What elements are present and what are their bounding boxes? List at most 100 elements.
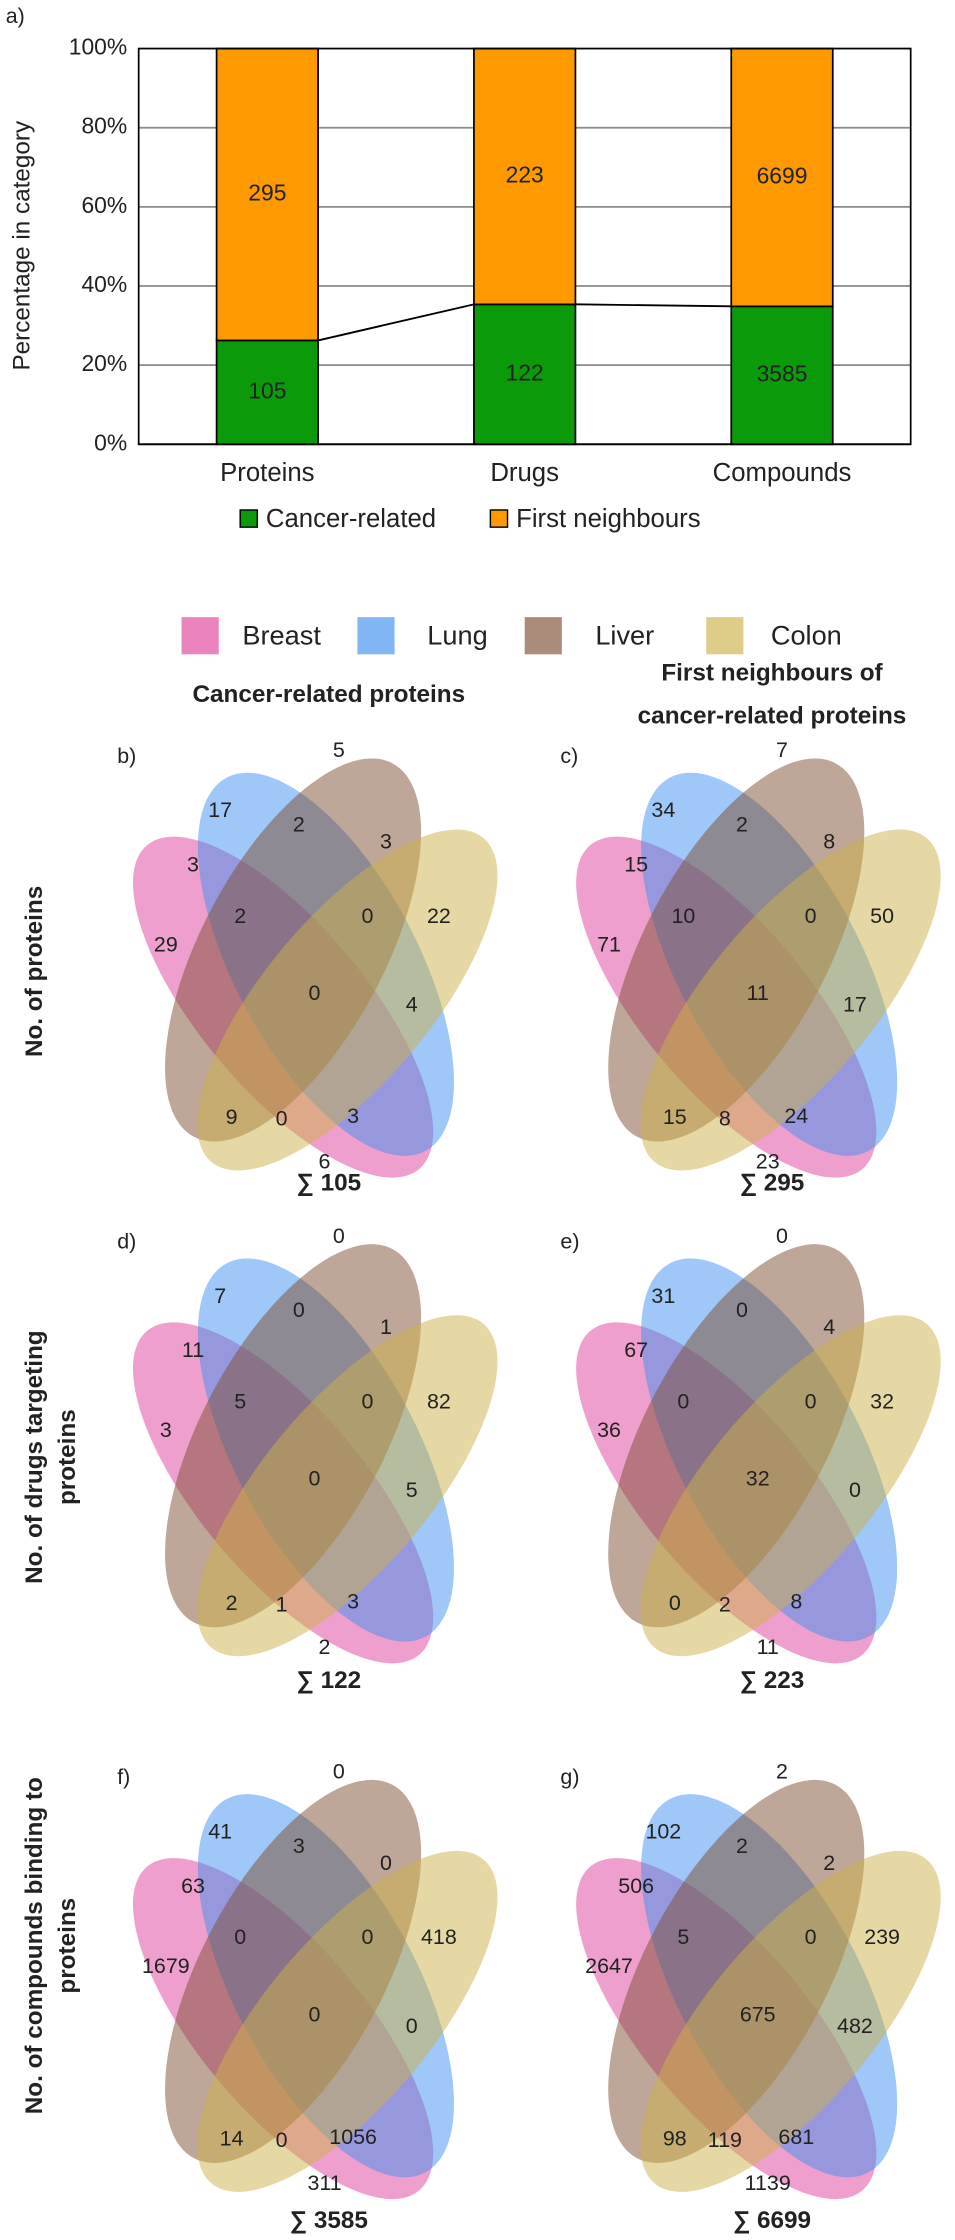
venn-count: 0 <box>309 1467 321 1491</box>
y-axis-label: Percentage in category <box>8 120 35 370</box>
venn-count: 11 <box>757 1635 779 1659</box>
venn-count: 10 <box>671 904 695 928</box>
legend-label: First neighbours <box>516 505 700 533</box>
venn-count: 0 <box>333 1224 345 1248</box>
venn-count: 32 <box>870 1390 894 1414</box>
venn-count: 6 <box>319 1150 331 1174</box>
venn-count: 2 <box>226 1591 238 1615</box>
panel-label: a) <box>6 4 25 28</box>
row-label: proteins <box>54 1898 81 1994</box>
venn-count: 4 <box>823 1315 835 1339</box>
venn-count: 0 <box>361 904 373 928</box>
venn-count: 2 <box>736 1834 748 1858</box>
y-tick-label: 0% <box>94 429 127 455</box>
legend-swatch <box>357 617 395 655</box>
venn-count: 4 <box>406 992 418 1016</box>
venn-count: 14 <box>220 2127 244 2151</box>
venn-count: 119 <box>708 2128 742 2152</box>
venn-count: 0 <box>677 1390 689 1414</box>
venn-count: 1 <box>276 1592 288 1616</box>
venn-count: 0 <box>736 1298 748 1322</box>
data-label: 3585 <box>757 360 808 386</box>
panel-label: e) <box>560 1230 579 1254</box>
venn-set <box>197 1850 498 2192</box>
venn-count: 9 <box>226 1105 238 1129</box>
y-tick-label: 60% <box>81 192 127 218</box>
venn-set <box>640 1850 941 2192</box>
venn-count: 2 <box>823 1851 835 1875</box>
venn-count: 2 <box>736 812 748 836</box>
venn-count: 3 <box>380 830 392 854</box>
venn-count: 482 <box>837 2014 873 2038</box>
venn-count: 8 <box>790 1590 802 1614</box>
venn-count: 681 <box>778 2125 814 2149</box>
panel-label: g) <box>560 1765 579 1789</box>
venn-count: 2 <box>234 904 246 928</box>
bar-segment <box>730 47 834 308</box>
legend-label: Colon <box>771 619 842 650</box>
venn-count: 50 <box>870 904 894 928</box>
venn-total: ∑ 295 <box>740 1170 805 1197</box>
connector <box>317 303 475 342</box>
venn-count: 5 <box>234 1390 246 1414</box>
venn-total: ∑ 105 <box>297 1170 362 1197</box>
venn-count: 0 <box>333 1760 345 1784</box>
venn-count: 7 <box>214 1284 226 1308</box>
venn-count: 5 <box>677 1925 689 1949</box>
venn-count: 0 <box>361 1390 373 1414</box>
venn-count: 675 <box>740 2002 776 2026</box>
venn-panel: g) 102 2 2 2 506 239 2647 5 0 675 482 98 119 681 1139 ∑ … <box>560 1760 941 2234</box>
venn-count: 311 <box>307 2171 341 2195</box>
venn-count: 0 <box>361 1925 373 1949</box>
x-tick-label: Compounds <box>713 459 852 487</box>
venn-panel: f) 41 0 3 0 63 418 1679 0 0 0 0 14 0 1056 311 ∑ 3585 <box>117 1760 498 2234</box>
venn-count: 2 <box>293 812 305 836</box>
legend-label: Cancer-related <box>266 505 436 533</box>
venn-count: 15 <box>624 852 648 876</box>
venn-count: 82 <box>427 1390 451 1414</box>
venn-count: 0 <box>669 1591 681 1615</box>
data-label: 105 <box>248 377 286 403</box>
venn-count: 3 <box>347 1590 359 1614</box>
venn-count: 98 <box>663 2127 687 2151</box>
venn-count: 0 <box>776 1224 788 1248</box>
venn-count: 3 <box>347 1104 359 1128</box>
venn-total: ∑ 3585 <box>290 2207 368 2234</box>
data-label: 223 <box>506 161 544 187</box>
bar-segment <box>473 303 577 446</box>
venn-count: 5 <box>333 738 345 762</box>
y-tick-label: 80% <box>81 113 127 139</box>
venn-count: 0 <box>805 904 817 928</box>
legend-swatch <box>239 509 259 528</box>
venn-count: 102 <box>645 1820 681 1844</box>
connector <box>575 303 732 308</box>
venn-count: 17 <box>208 798 232 822</box>
venn-count: 239 <box>864 1925 900 1949</box>
venn-count: 15 <box>663 1105 687 1129</box>
venn-count: 34 <box>651 798 675 822</box>
legend-swatch <box>181 617 219 655</box>
venn-total: ∑ 6699 <box>733 2207 811 2234</box>
x-tick-label: Drugs <box>490 459 559 487</box>
legend-label: Liver <box>595 619 654 650</box>
venn-set <box>640 1315 941 1657</box>
column-header: First neighbours of <box>661 660 883 687</box>
row-label: proteins <box>54 1409 81 1505</box>
venn-count: 71 <box>597 932 621 956</box>
venn-count: 2 <box>776 1760 788 1784</box>
data-label: 295 <box>248 180 286 206</box>
x-tick-label: Proteins <box>220 459 314 487</box>
venn-count: 3 <box>160 1418 172 1442</box>
venn-count: 1139 <box>745 2171 791 2195</box>
venn-count: 0 <box>805 1390 817 1414</box>
venn-count: 22 <box>427 904 451 928</box>
venn-count: 24 <box>784 1104 808 1128</box>
legend-label: Breast <box>242 619 321 650</box>
venn-count: 23 <box>756 1150 780 1174</box>
venn-set <box>197 829 498 1171</box>
legend-swatch <box>489 509 509 528</box>
